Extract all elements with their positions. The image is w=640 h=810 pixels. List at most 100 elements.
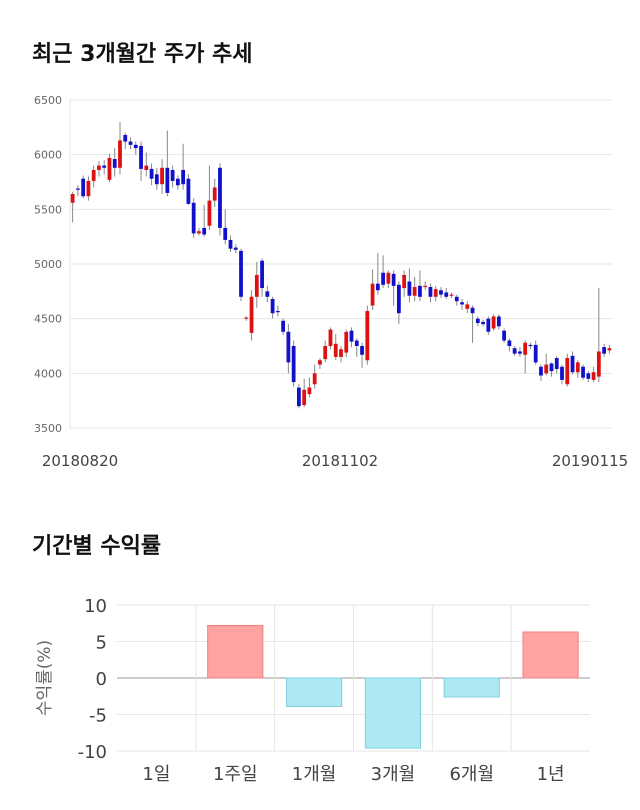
candle-body: [454, 296, 459, 302]
candle-body: [160, 167, 164, 185]
candle-gridlines: [69, 99, 612, 429]
candle-body: [170, 169, 175, 181]
candle-body: [133, 144, 138, 149]
returns-bar-chart: 10 5 0 -5 -10 1일 1주일 1개월 3개월 6개월 1년 수익률(%): [35, 596, 590, 785]
candle-body: [223, 227, 228, 240]
candle-y-tick-label: 6000: [34, 149, 62, 162]
candle-body: [412, 286, 417, 296]
candle-body: [586, 373, 591, 379]
bar-x-tick-label: 1일: [142, 764, 170, 785]
candle-y-tick-label: 6500: [34, 94, 62, 107]
candle-body: [286, 331, 291, 363]
bar: [443, 677, 500, 698]
candle-body: [418, 285, 422, 297]
candle-body: [507, 340, 512, 346]
candle-body: [275, 311, 280, 313]
candle-body: [381, 272, 385, 285]
candle-body: [328, 329, 333, 346]
candle-body: [249, 296, 254, 333]
candle-body: [118, 140, 122, 168]
candle-body: [465, 304, 470, 309]
candle-body: [302, 389, 307, 406]
candle-body: [554, 358, 559, 369]
candle-body: [407, 281, 412, 296]
bar-y-tick-label: -10: [78, 742, 107, 763]
candle-body: [212, 187, 217, 201]
candle-body: [365, 311, 370, 361]
bar-x-tick-label: 1년: [537, 764, 565, 785]
candle-body: [281, 320, 286, 332]
candle-body: [233, 247, 238, 250]
candle-x-tick-label: 20180820: [42, 452, 118, 470]
candle-body: [496, 316, 501, 327]
candle-body: [428, 286, 433, 297]
candle-y-tick-label: 4500: [34, 313, 62, 326]
candle-body: [75, 188, 80, 190]
candle-body: [207, 200, 212, 226]
candle-body: [518, 351, 522, 354]
candle-body: [486, 318, 491, 332]
candle-body: [318, 360, 322, 365]
candle-body: [291, 346, 296, 383]
candle-body: [402, 274, 407, 289]
candle-body: [139, 145, 143, 169]
candle-body: [260, 260, 264, 289]
candle-body: [444, 292, 449, 297]
candle-body: [239, 250, 243, 297]
candle-body: [112, 159, 117, 168]
candle-body: [596, 351, 601, 377]
candle-body: [560, 366, 564, 380]
candle-body: [107, 157, 112, 180]
candle-body: [502, 330, 507, 341]
candle-body: [460, 302, 464, 305]
candle-y-tick-label: 3500: [34, 422, 62, 435]
candle-body: [202, 227, 207, 235]
candle-body: [354, 340, 359, 346]
bar-x-ticks: 1일 1주일 1개월 3개월 6개월 1년: [142, 764, 564, 785]
candle-x-tick-label: 20190115: [552, 452, 628, 470]
bar-x-tick-label: 6개월: [449, 764, 494, 785]
bar: [522, 631, 579, 679]
bar: [364, 677, 422, 749]
candle-body: [333, 343, 338, 357]
candle-body: [539, 366, 543, 376]
candle-body: [270, 298, 275, 314]
candle-x-tick-label: 20181102: [302, 452, 378, 470]
candle-body: [423, 285, 428, 288]
bar-x-tick-label: 3개월: [371, 764, 416, 785]
candle-body: [449, 294, 454, 296]
candle-body: [523, 342, 528, 355]
candles: [70, 121, 612, 409]
candle-y-ticks: 3500 4000 4500 5000 5500 6000 6500: [34, 94, 62, 435]
candle-body: [544, 364, 549, 374]
candle-body: [197, 231, 201, 234]
bar-y-tick-label: -5: [89, 706, 107, 727]
candle-body: [512, 348, 517, 354]
candle-body: [528, 344, 533, 347]
bar-x-tick-label: 1개월: [292, 764, 337, 785]
candle-body: [391, 273, 396, 286]
candle-body: [375, 283, 380, 291]
bar-y-axis-label: 수익률(%): [35, 640, 55, 716]
bars: [207, 624, 579, 749]
candle-body: [575, 362, 580, 373]
candle-body: [591, 372, 596, 380]
candle-y-tick-label: 5500: [34, 203, 62, 216]
candle-body: [349, 330, 354, 342]
candle-body: [475, 318, 480, 324]
candle-body: [581, 366, 585, 378]
candle-body: [97, 165, 101, 170]
candle-body: [433, 289, 438, 297]
candle-y-tick-label: 5000: [34, 258, 62, 271]
candle-body: [149, 168, 154, 179]
candle-body: [81, 178, 86, 197]
candle-body: [123, 134, 128, 142]
candle-body: [339, 349, 343, 357]
candle-body: [307, 387, 312, 395]
candle-body: [533, 344, 538, 363]
candle-body: [549, 363, 554, 372]
bar: [207, 624, 264, 679]
candle-body: [91, 169, 96, 181]
candle-body: [175, 178, 180, 186]
